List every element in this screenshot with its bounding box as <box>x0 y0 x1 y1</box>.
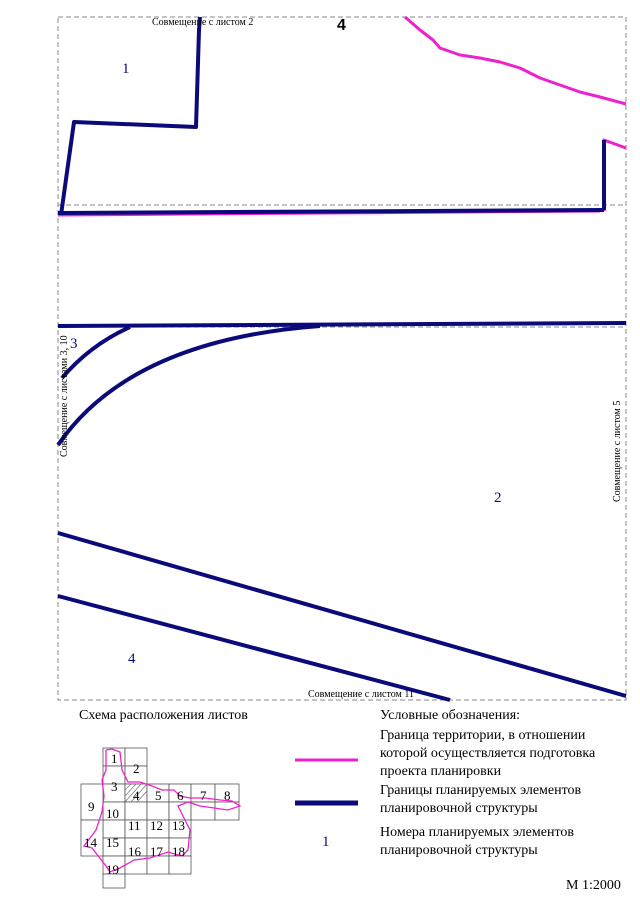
current-sheet-hatch <box>124 783 148 803</box>
territory-boundary <box>57 15 627 328</box>
scheme-territory-outline <box>82 748 242 873</box>
sheet-number-6: 6 <box>177 788 184 803</box>
element-number-4-top: 4 <box>337 17 346 34</box>
join-label-right: Совмещение с листом 5 <box>612 401 623 502</box>
legend-item-numbers: Номера планируемых элементов планировочн… <box>380 825 574 858</box>
sheet-number-5: 5 <box>155 788 162 803</box>
sheet-number-1: 1 <box>111 751 118 766</box>
join-label-top: Совмещение с листом 2 <box>152 17 253 28</box>
legend-number-symbol: 1 <box>322 834 330 850</box>
sheet-number-17: 17 <box>150 844 164 859</box>
sheet-number-13: 13 <box>172 818 185 833</box>
sheet-number-3: 3 <box>111 779 118 794</box>
legend-title: Условные обозначения: <box>380 708 521 723</box>
element-boundaries <box>56 16 627 702</box>
element-number-3: 3 <box>70 336 78 352</box>
sheet-scheme-title: Схема расположения листов <box>79 708 248 723</box>
join-label-left: Совмещение с листами 3, 10 <box>59 335 70 457</box>
legend-item-territory: Граница территории, в отношении которой … <box>380 728 596 779</box>
sheet-number-12: 12 <box>150 818 163 833</box>
sheet-number-11: 11 <box>128 818 141 833</box>
map-frame <box>57 16 627 701</box>
sheet-number-8: 8 <box>224 788 231 803</box>
sheet-number-7: 7 <box>200 788 207 803</box>
sheet-number-15: 15 <box>106 835 119 850</box>
sheet-number-2: 2 <box>133 761 140 776</box>
element-number-2: 2 <box>494 490 502 506</box>
element-number-4-bottom: 4 <box>128 651 136 667</box>
sheet-number-4: 4 <box>133 788 140 803</box>
element-number-1: 1 <box>122 61 130 77</box>
sheet-number-14: 14 <box>84 835 98 850</box>
sheet-scheme: 1 2 3 4 5 6 7 8 9 10 11 12 13 14 15 16 1… <box>80 747 242 889</box>
sheet-number-19: 19 <box>106 862 119 877</box>
sheet-number-18: 18 <box>172 844 185 859</box>
legend-item-elements: Границы планируемых элементов планировоч… <box>380 783 582 816</box>
sheet-number-10: 10 <box>106 806 119 821</box>
sheet-number-16: 16 <box>128 844 142 859</box>
join-label-bottom: Совмещение с листом 11 <box>308 689 414 700</box>
scale-label: М 1:2000 <box>566 878 621 893</box>
sheet-number-9: 9 <box>88 799 95 814</box>
